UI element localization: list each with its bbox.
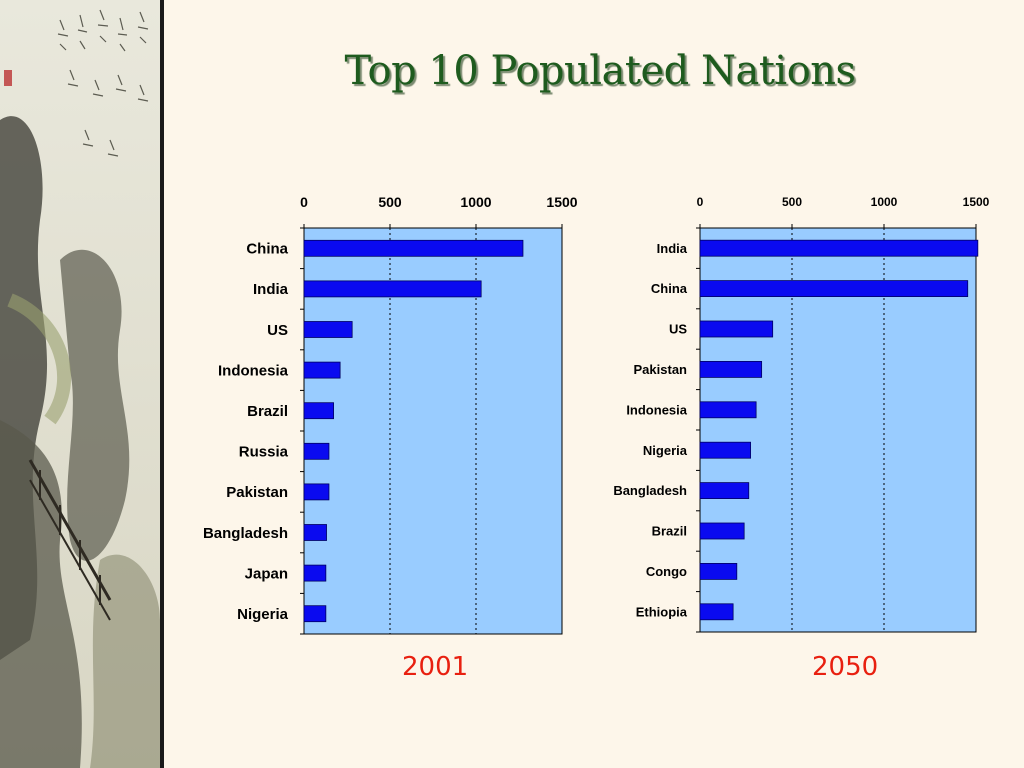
category-label: US <box>267 322 288 339</box>
bar <box>699 522 745 540</box>
category-label: Brazil <box>247 403 288 420</box>
bar <box>303 321 353 338</box>
bar <box>699 320 774 338</box>
bar <box>699 563 738 580</box>
category-label: Bangladesh <box>613 483 687 498</box>
category-label: Bangladesh <box>203 525 288 542</box>
bar <box>699 482 750 500</box>
side-border <box>160 0 164 768</box>
bar <box>303 402 334 420</box>
bar <box>699 603 734 621</box>
x-tick-label: 500 <box>782 195 802 209</box>
category-label: China <box>246 241 288 258</box>
category-label: India <box>253 281 289 298</box>
bar <box>699 239 979 257</box>
category-label: Indonesia <box>218 362 289 379</box>
decorative-landscape-painting <box>0 0 160 768</box>
bar <box>303 239 524 257</box>
bar <box>303 524 327 541</box>
bar <box>699 401 757 419</box>
x-tick-label: 0 <box>697 195 704 209</box>
category-label: Congo <box>646 564 687 579</box>
bar <box>303 605 327 623</box>
x-tick-label: 1000 <box>460 194 491 210</box>
category-label: Russia <box>239 444 289 461</box>
x-tick-label: 1500 <box>546 194 577 210</box>
category-label: Indonesia <box>626 402 687 417</box>
category-label: Japan <box>245 565 288 582</box>
category-label: China <box>651 281 688 296</box>
bar <box>699 441 751 459</box>
page-title: Top 10 Populated Nations <box>344 48 856 94</box>
category-label: Brazil <box>652 524 687 539</box>
bar <box>699 280 969 298</box>
bar <box>303 280 482 298</box>
category-label: Pakistan <box>226 484 288 501</box>
x-tick-label: 500 <box>378 194 402 210</box>
category-label: Nigeria <box>643 443 688 458</box>
chart-2001-title: 2001 <box>402 652 469 682</box>
bar <box>303 442 330 460</box>
category-label: India <box>657 241 688 256</box>
bar <box>303 564 327 582</box>
category-label: Ethiopia <box>636 604 688 619</box>
bar <box>699 360 763 378</box>
category-label: Nigeria <box>237 606 289 623</box>
bar <box>303 361 341 379</box>
chart-2050-title: 2050 <box>812 652 879 682</box>
bar <box>303 483 330 501</box>
x-tick-label: 1000 <box>871 195 898 209</box>
category-label: US <box>669 322 687 337</box>
x-tick-label: 1500 <box>963 195 990 209</box>
category-label: Pakistan <box>634 362 688 377</box>
x-tick-label: 0 <box>300 194 308 210</box>
